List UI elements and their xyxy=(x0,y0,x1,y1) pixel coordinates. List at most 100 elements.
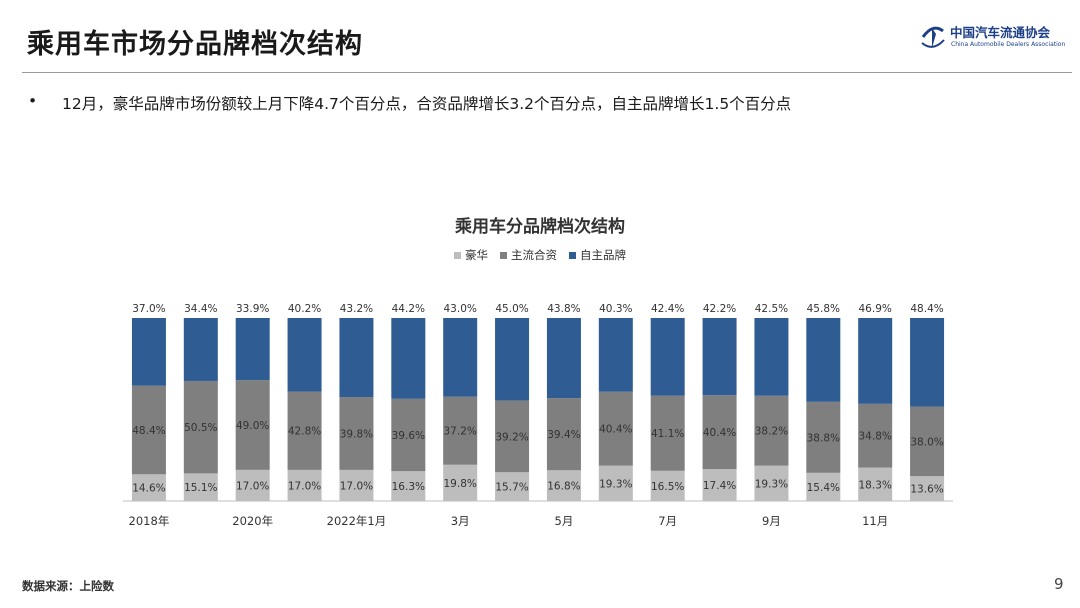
bar-luxury-12 xyxy=(702,469,737,501)
data-label-domestic-9: 43.8% xyxy=(547,303,580,315)
data-label-joint-venture-15: 34.8% xyxy=(859,431,892,443)
x-tick-label-13: 9月 xyxy=(762,514,781,528)
x-tick-label-3: 2020年 xyxy=(232,514,273,528)
legend-label-domestic: 自主品牌 xyxy=(580,248,626,262)
data-label-joint-venture-1: 48.4% xyxy=(132,425,165,437)
data-label-joint-venture-13: 38.2% xyxy=(755,426,788,438)
x-tick-label-9: 5月 xyxy=(555,514,574,528)
page-title: 乘用车市场分品牌档次结构 xyxy=(27,29,363,60)
x-tick-label-11: 7月 xyxy=(658,514,677,528)
data-label-domestic-11: 42.4% xyxy=(651,303,684,315)
logo-english-name: China Automobile Dealers Association xyxy=(951,41,1066,48)
bar-joint-venture-13 xyxy=(754,395,789,466)
data-label-joint-venture-8: 39.2% xyxy=(495,431,528,443)
data-label-luxury-5: 17.0% xyxy=(340,480,373,492)
chart-legend: 豪华 主流合资 自主品牌 xyxy=(0,247,1080,263)
data-label-domestic-14: 45.8% xyxy=(807,303,840,315)
data-label-joint-venture-2: 50.5% xyxy=(184,422,217,434)
x-tick-label-15: 11月 xyxy=(862,514,888,528)
chart-title: 乘用车分品牌档次结构 xyxy=(455,217,625,237)
data-label-luxury-2: 15.1% xyxy=(184,482,217,494)
bar-domestic-8 xyxy=(495,318,530,401)
bar-luxury-4 xyxy=(287,469,322,501)
bar-domestic-7 xyxy=(443,318,478,397)
data-label-domestic-10: 40.3% xyxy=(599,303,632,315)
bar-luxury-2 xyxy=(183,473,218,501)
bar-luxury-16 xyxy=(910,476,945,501)
data-label-luxury-16: 13.6% xyxy=(910,484,943,496)
bar-joint-venture-11 xyxy=(650,395,685,471)
legend-swatch-joint-venture xyxy=(500,251,507,259)
page-number: 9 xyxy=(1054,575,1064,593)
data-label-luxury-1: 14.6% xyxy=(132,483,165,495)
data-label-domestic-1: 37.0% xyxy=(132,303,165,315)
bar-joint-venture-15 xyxy=(858,403,893,468)
data-label-joint-venture-11: 41.1% xyxy=(651,428,684,440)
bar-joint-venture-8 xyxy=(495,400,530,473)
bar-domestic-13 xyxy=(754,318,789,396)
legend-label-joint-venture: 主流合资 xyxy=(511,248,557,262)
data-label-luxury-13: 19.3% xyxy=(755,478,788,490)
data-label-domestic-8: 45.0% xyxy=(495,303,528,315)
bar-domestic-12 xyxy=(702,318,737,396)
logo-chinese-name: 中国汽车流通协会 xyxy=(950,25,1051,40)
data-label-joint-venture-9: 39.4% xyxy=(547,429,580,441)
data-label-joint-venture-5: 39.8% xyxy=(340,428,373,440)
bar-luxury-3 xyxy=(235,469,270,501)
bar-joint-venture-7 xyxy=(443,396,478,465)
bar-luxury-1 xyxy=(131,474,166,501)
bar-joint-venture-12 xyxy=(702,395,737,470)
data-label-joint-venture-16: 38.0% xyxy=(910,436,943,448)
data-label-joint-venture-7: 37.2% xyxy=(444,426,477,438)
bar-domestic-1 xyxy=(131,318,166,386)
bar-domestic-11 xyxy=(650,318,685,396)
bar-joint-venture-5 xyxy=(339,397,374,470)
legend-swatch-domestic xyxy=(569,251,576,259)
data-label-luxury-3: 17.0% xyxy=(236,480,269,492)
bar-domestic-14 xyxy=(806,318,841,402)
bar-joint-venture-1 xyxy=(131,385,166,475)
data-label-luxury-6: 16.3% xyxy=(392,481,425,493)
x-tick-label-5: 2022年1月 xyxy=(327,514,387,528)
data-label-domestic-13: 42.5% xyxy=(755,303,788,315)
data-label-joint-venture-3: 49.0% xyxy=(236,420,269,432)
data-label-luxury-14: 15.4% xyxy=(807,482,840,494)
bar-joint-venture-14 xyxy=(806,401,841,473)
x-tick-label-1: 2018年 xyxy=(129,514,170,528)
bar-joint-venture-10 xyxy=(598,391,633,466)
bar-domestic-9 xyxy=(546,318,581,399)
data-label-luxury-15: 18.3% xyxy=(859,479,892,491)
data-label-luxury-8: 15.7% xyxy=(495,482,528,494)
data-label-domestic-15: 46.9% xyxy=(859,303,892,315)
data-label-joint-venture-12: 40.4% xyxy=(703,427,736,439)
cada-logo: 中国汽车流通协会 China Automobile Dealers Associ… xyxy=(920,20,1070,60)
bar-domestic-16 xyxy=(910,318,945,407)
data-label-joint-venture-10: 40.4% xyxy=(599,424,632,436)
legend-item-luxury: 豪华 xyxy=(454,247,488,263)
bar-domestic-6 xyxy=(391,318,426,399)
data-label-joint-venture-4: 42.8% xyxy=(288,426,321,438)
data-label-domestic-7: 43.0% xyxy=(444,303,477,315)
bar-luxury-5 xyxy=(339,469,374,501)
data-label-domestic-3: 33.9% xyxy=(236,303,269,315)
bar-domestic-4 xyxy=(287,318,322,392)
bar-joint-venture-9 xyxy=(546,398,581,471)
data-label-luxury-12: 17.4% xyxy=(703,480,736,492)
bar-domestic-5 xyxy=(339,318,374,398)
x-tick-label-7: 3月 xyxy=(451,514,470,528)
bar-luxury-15 xyxy=(858,467,893,501)
bar-luxury-14 xyxy=(806,472,841,501)
bar-joint-venture-16 xyxy=(910,406,945,477)
data-label-luxury-10: 19.3% xyxy=(599,478,632,490)
bullet-icon: • xyxy=(28,92,38,110)
legend-swatch-luxury xyxy=(454,251,461,259)
data-label-domestic-4: 40.2% xyxy=(288,303,321,315)
bar-luxury-10 xyxy=(598,465,633,501)
data-label-joint-venture-14: 38.8% xyxy=(807,432,840,444)
bar-domestic-2 xyxy=(183,318,218,381)
data-label-domestic-5: 43.2% xyxy=(340,303,373,315)
bar-joint-venture-2 xyxy=(183,380,218,474)
data-label-domestic-6: 44.2% xyxy=(392,303,425,315)
data-label-domestic-12: 42.2% xyxy=(703,303,736,315)
